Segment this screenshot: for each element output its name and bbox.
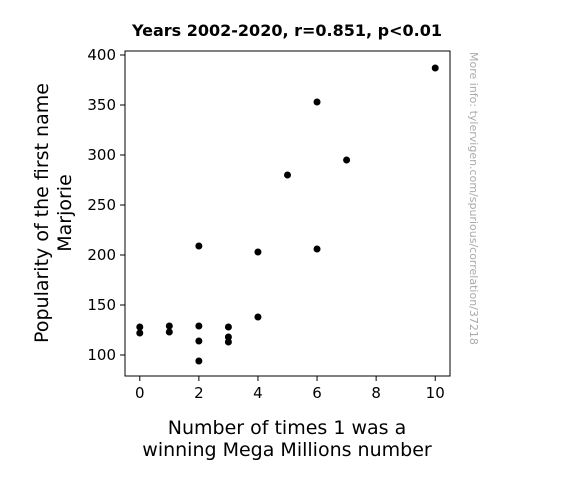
data-point: [195, 337, 203, 345]
x-tick-label: 0: [135, 384, 145, 402]
x-axis-label-line-2: winning Mega Millions number: [142, 439, 432, 461]
plot-frame: [124, 50, 451, 377]
data-point: [224, 338, 232, 346]
y-tick-label: 400: [87, 46, 116, 64]
x-tick-label: 2: [194, 384, 204, 402]
data-point: [284, 171, 291, 179]
y-tick-label: 200: [87, 246, 116, 264]
y-axis-ticks: 100 150 200 250 300 350 400: [87, 46, 125, 364]
data-point: [313, 245, 321, 253]
y-axis-label-line-2: Marjorie: [54, 174, 76, 252]
x-axis-ticks: 0 2 4 6 8 10: [135, 376, 445, 402]
data-point: [136, 323, 144, 331]
data-point: [431, 64, 439, 72]
data-point: [224, 333, 232, 341]
data-point: [165, 322, 173, 330]
data-point: [195, 242, 203, 250]
y-tick-label: 300: [87, 146, 116, 164]
x-axis-label-line-1: Number of times 1 was a: [168, 417, 406, 439]
x-tick-label: 8: [371, 384, 381, 402]
data-point: [136, 329, 144, 337]
x-tick-label: 6: [312, 384, 322, 402]
data-point: [254, 248, 262, 256]
y-tick-label: 150: [87, 296, 116, 314]
y-tick-label: 100: [87, 346, 116, 364]
x-tick-label: 4: [253, 384, 263, 402]
watermark-text: More info: tylervigen.com/spurious/corre…: [467, 52, 480, 345]
data-point: [195, 322, 203, 330]
x-axis-label: Number of times 1 was a winning Mega Mil…: [142, 417, 432, 461]
data-point: [165, 328, 173, 336]
chart-title: Years 2002-2020, r=0.851, p<0.01: [131, 21, 442, 40]
y-tick-label: 250: [87, 196, 116, 214]
x-tick-label: 10: [426, 384, 445, 402]
y-tick-label: 350: [87, 96, 116, 114]
data-point: [254, 313, 262, 321]
data-point: [343, 156, 351, 164]
y-axis-label-line-1: Popularity of the first name: [31, 83, 53, 343]
data-point: [224, 323, 232, 331]
data-points: [136, 64, 439, 365]
y-axis-label: Popularity of the first name Marjorie: [31, 83, 76, 343]
data-point: [195, 357, 203, 365]
data-point: [313, 98, 321, 106]
